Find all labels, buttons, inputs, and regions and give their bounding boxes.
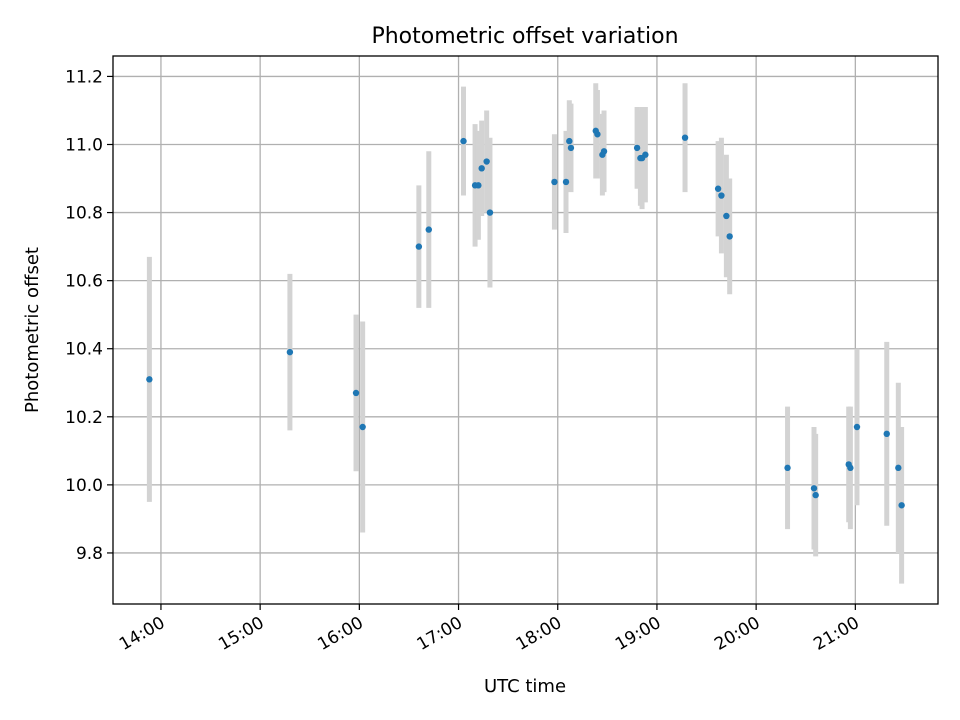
data-point: [642, 151, 649, 158]
data-point: [478, 165, 485, 172]
data-point: [810, 485, 818, 492]
data-point: [562, 178, 570, 186]
y-axis-label: Photometric offset: [22, 247, 43, 413]
data-point: [415, 243, 423, 250]
data-point: [483, 158, 490, 165]
data-point: [784, 464, 791, 472]
data-point: [352, 389, 360, 397]
x-axis-label: UTC time: [484, 676, 566, 697]
y-axis-ticks: 9.8 10.0 10.2 10.4 10.6 10.8 11.0 11.2: [65, 67, 113, 564]
data-point: [146, 376, 153, 383]
data-point: [681, 134, 689, 141]
data-point: [359, 423, 366, 431]
y-tick-label: 10.4: [65, 340, 103, 360]
data-point: [566, 137, 573, 145]
y-tick-label: 11.2: [65, 67, 103, 87]
y-tick-label: 10.0: [65, 476, 103, 496]
data-point: [600, 148, 608, 155]
data-points: [146, 127, 905, 509]
data-point: [633, 144, 641, 152]
y-tick-label: 10.2: [65, 408, 103, 428]
data-point: [723, 212, 730, 220]
data-point: [551, 178, 558, 186]
data-point: [718, 192, 725, 199]
data-point: [898, 502, 905, 509]
data-point: [475, 182, 482, 189]
plot-area-frame: [112, 55, 939, 605]
data-point: [895, 464, 902, 472]
y-tick-label: 10.8: [65, 204, 103, 224]
data-point: [853, 423, 861, 431]
data-point: [847, 464, 854, 472]
chart-title: Photometric offset variation: [371, 24, 678, 49]
data-point: [286, 348, 294, 356]
y-tick-label: 11.0: [65, 135, 103, 155]
data-point: [425, 226, 432, 233]
data-point: [812, 491, 819, 499]
data-point: [714, 185, 722, 192]
y-tick-label: 10.6: [65, 272, 103, 292]
grid: [113, 56, 938, 604]
data-point: [594, 131, 601, 138]
data-point: [460, 137, 467, 145]
data-point: [486, 209, 494, 216]
data-point: [726, 233, 733, 240]
y-tick-label: 9.8: [76, 544, 103, 564]
data-point: [883, 430, 890, 438]
data-point: [567, 144, 575, 152]
